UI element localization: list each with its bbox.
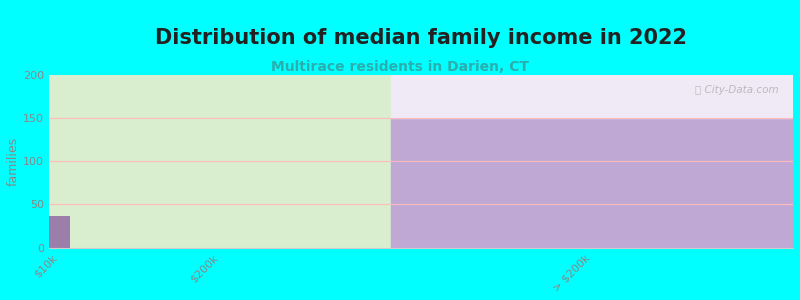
Y-axis label: families: families bbox=[7, 137, 20, 186]
Title: Distribution of median family income in 2022: Distribution of median family income in … bbox=[155, 28, 687, 48]
Text: 🔍 City-Data.com: 🔍 City-Data.com bbox=[694, 85, 778, 95]
Bar bbox=[391, 118, 793, 248]
Bar bbox=[49, 216, 70, 247]
Text: Multirace residents in Darien, CT: Multirace residents in Darien, CT bbox=[271, 60, 529, 74]
Bar bbox=[391, 75, 793, 118]
Bar bbox=[49, 75, 391, 248]
